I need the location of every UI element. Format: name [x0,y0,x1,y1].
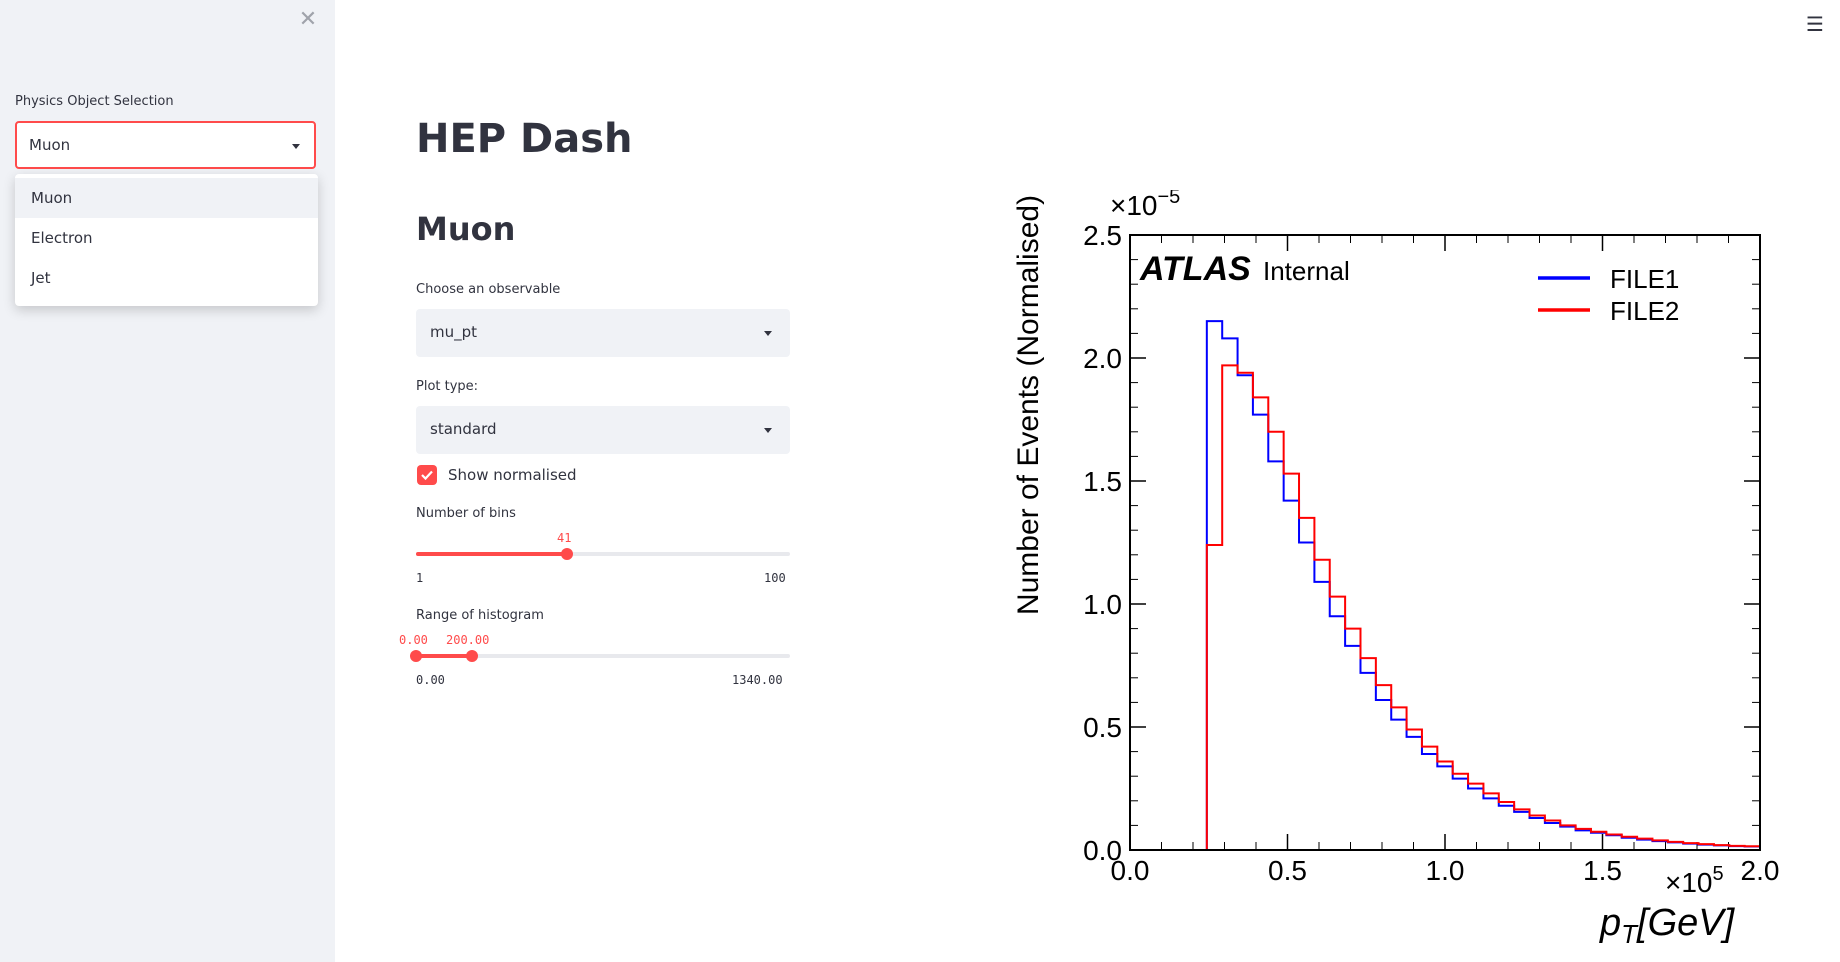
range-slider-fill [416,654,472,658]
chevron-down-icon [764,331,772,336]
series-layer [1205,320,1760,850]
sidebar: ✕ Physics Object Selection Muon Muon Ele… [0,0,335,962]
show-normalised-label: Show normalised [448,466,577,484]
histogram-chart: 0.0 0.5 1.0 1.5 2.0 0.0 0.5 1.0 1.5 2.0 2.5 Number… [1000,186,1780,954]
bins-slider-thumb[interactable] [561,548,573,560]
y-tick-label: 1.0 [1083,589,1122,620]
x-tick-label: 2.0 [1741,855,1780,886]
show-normalised-checkbox[interactable] [417,465,437,485]
observable-selected-value: mu_pt [430,323,478,341]
physics-object-dropdown-menu: Muon Electron Jet [15,174,318,306]
series-line-file1 [1205,320,1760,850]
atlas-internal-label: Internal [1263,256,1350,286]
close-icon[interactable]: ✕ [298,7,318,32]
plot-type-select[interactable]: standard [416,406,790,454]
physics-object-label: Physics Object Selection [15,94,174,109]
range-slider-high-thumb[interactable] [466,650,478,662]
y-tick-label: 2.0 [1083,343,1122,374]
range-slider-low-thumb[interactable] [410,650,422,662]
plot-type-label: Plot type: [416,379,479,394]
bins-slider-min: 1 [416,571,424,585]
bins-slider-max: 100 [764,571,786,585]
range-slider-min: 0.00 [416,673,445,687]
atlas-label: ATLAS [1139,250,1251,288]
range-slider-low-value: 0.00 [399,633,428,647]
bins-label: Number of bins [416,506,516,521]
x-tick-label: 0.0 [1111,855,1150,886]
chevron-down-icon [292,144,300,149]
x-multiplier: ×105 [1665,863,1724,898]
y-tick-label: 0.0 [1083,835,1122,866]
observable-label: Choose an observable [416,282,561,297]
bins-slider-value: 41 [557,531,572,545]
bins-slider-fill [416,552,567,556]
dropdown-option-electron[interactable]: Electron [31,229,93,247]
page-title: HEP Dash [416,116,633,162]
y-tick-label: 0.5 [1083,712,1122,743]
legend-label-file1: FILE1 [1610,264,1679,294]
x-tick-label: 1.0 [1426,855,1465,886]
range-label: Range of histogram [416,608,544,623]
dropdown-option-muon[interactable]: Muon [15,178,318,218]
range-slider-high-value: 200.00 [446,633,490,647]
legend-label-file2: FILE2 [1610,296,1679,326]
histogram-svg: 0.0 0.5 1.0 1.5 2.0 0.0 0.5 1.0 1.5 2.0 2.5 Number… [1012,186,1779,949]
dropdown-option-jet[interactable]: Jet [31,269,51,287]
tick-layer [1129,234,1761,851]
labels-layer: 0.0 0.5 1.0 1.5 2.0 0.0 0.5 1.0 1.5 2.0 2.5 [1083,220,1779,886]
bins-slider-track[interactable] [416,548,790,560]
y-tick-label: 2.5 [1083,220,1122,251]
x-axis-label: pT[GeV] [1599,902,1736,949]
hamburger-icon[interactable]: ☰ [1806,12,1824,36]
series-line-file2 [1205,364,1760,850]
y-axis-label: Number of Events (Normalised) [1012,195,1045,615]
range-slider-track[interactable] [410,650,790,662]
x-tick-label: 0.5 [1268,855,1307,886]
checkmark-icon [421,470,433,481]
chevron-down-icon [764,428,772,433]
section-title: Muon [416,210,516,248]
y-tick-label: 1.5 [1083,466,1122,497]
y-multiplier: ×10−5 [1110,190,1180,221]
x-tick-label: 1.5 [1583,855,1622,886]
physics-object-select[interactable]: Muon [15,121,316,169]
physics-object-selected-value: Muon [29,136,71,154]
plot-frame [1129,234,1761,851]
observable-select[interactable]: mu_pt [416,309,790,357]
range-slider-max: 1340.00 [732,673,783,687]
plot-type-selected-value: standard [430,420,497,438]
